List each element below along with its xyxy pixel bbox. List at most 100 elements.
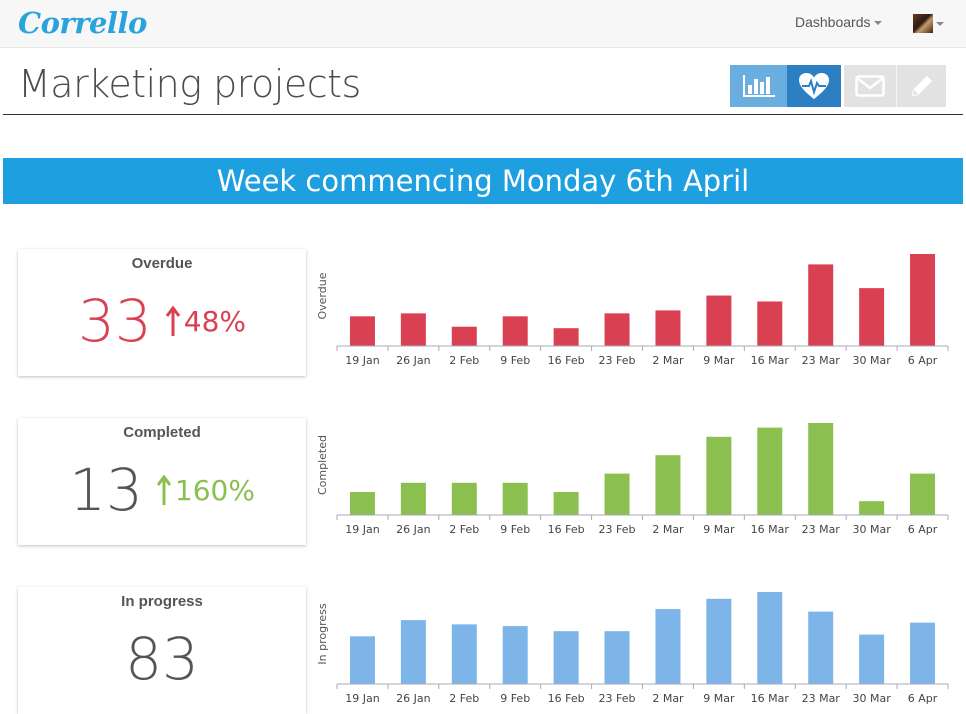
metric-change: 48% [183, 304, 247, 338]
pencil-icon [910, 76, 932, 97]
x-tick-label: 2 Mar [652, 354, 684, 367]
bar [808, 611, 834, 684]
x-tick-label: 2 Feb [449, 354, 479, 367]
bar [502, 482, 528, 515]
metric-title: Completed [123, 424, 201, 441]
x-tick-label: 2 Mar [652, 692, 684, 705]
metric-change: 160% [174, 473, 255, 507]
x-tick-label: 2 Mar [652, 523, 684, 536]
metric-title: Overdue [131, 255, 193, 272]
bar [604, 631, 630, 684]
envelope-icon [855, 75, 885, 97]
user-menu[interactable] [913, 13, 944, 33]
x-tick-label: 9 Mar [703, 692, 735, 705]
x-tick-label: 16 Mar [751, 354, 790, 367]
x-tick-label: 23 Feb [599, 523, 636, 536]
avatar [913, 14, 933, 33]
x-tick-label: 19 Jan [345, 354, 379, 367]
bar [757, 592, 783, 684]
x-tick-label: 16 Mar [751, 523, 790, 536]
x-tick-label: 16 Mar [751, 692, 790, 705]
x-tick-label: 9 Mar [703, 354, 735, 367]
dashboards-dropdown[interactable]: Dashboards [795, 14, 882, 30]
x-tick-label: 16 Feb [548, 523, 585, 536]
x-tick-label: 26 Jan [396, 692, 430, 705]
arrow-up-icon [165, 306, 180, 336]
bar [553, 492, 579, 515]
x-tick-label: 19 Jan [345, 523, 379, 536]
bar [706, 598, 732, 684]
bar [400, 620, 426, 684]
bar [910, 622, 936, 684]
x-tick-label: 23 Mar [802, 354, 841, 367]
bar [757, 427, 783, 515]
bar [349, 492, 375, 515]
bar [655, 609, 681, 684]
x-tick-label: 30 Mar [853, 523, 892, 536]
bar [706, 436, 732, 515]
chevron-down-icon [873, 21, 882, 26]
bar [451, 624, 477, 684]
view-toolbar [730, 65, 946, 107]
bar [451, 326, 477, 346]
y-axis-label: Completed [316, 435, 329, 495]
metric-card-in-progress: In progress 83 [18, 587, 306, 714]
x-tick-label: 23 Feb [599, 692, 636, 705]
bar [859, 634, 885, 684]
x-tick-label: 16 Feb [548, 692, 585, 705]
bar [553, 328, 579, 346]
bar [757, 301, 783, 346]
x-tick-label: 6 Apr [908, 354, 938, 367]
metric-value-row: 33 48% [18, 287, 306, 355]
app-logo[interactable]: Corrello [18, 6, 147, 40]
in-progress-bar-chart: In progress 19 Jan 26 Jan 2 Feb 9 Feb 16 Feb 2… [316, 592, 949, 705]
x-tick-label: 23 Mar [802, 523, 841, 536]
chart-view-button[interactable] [730, 65, 787, 107]
bar [349, 636, 375, 684]
bar [655, 310, 681, 346]
bar [859, 501, 885, 515]
bar [502, 316, 528, 346]
x-tick-label: 23 Mar [802, 692, 841, 705]
metric-value-row: 83 [18, 625, 306, 693]
x-tick-label: 9 Feb [500, 523, 530, 536]
x-tick-label: 26 Jan [396, 354, 430, 367]
y-axis-label: Overdue [316, 272, 329, 319]
bar [400, 482, 426, 515]
bar [706, 295, 732, 346]
email-button[interactable] [844, 65, 897, 107]
x-tick-label: 30 Mar [853, 354, 892, 367]
bar [349, 316, 375, 346]
x-tick-label: 6 Apr [908, 692, 938, 705]
metric-value: 83 [125, 625, 199, 693]
x-tick-label: 16 Feb [548, 354, 585, 367]
dashboards-label: Dashboards [795, 14, 871, 30]
bar [400, 313, 426, 346]
heartbeat-icon [799, 73, 829, 99]
x-tick-label: 26 Jan [396, 523, 430, 536]
bar [502, 626, 528, 684]
x-tick-label: 9 Feb [500, 354, 530, 367]
page-title: Marketing projects [18, 62, 361, 106]
health-view-button[interactable] [787, 65, 841, 107]
top-navbar: Corrello Dashboards [0, 0, 966, 48]
arrow-up-icon [156, 475, 171, 505]
metric-card-completed: Completed 13 160% [18, 418, 306, 545]
bar [910, 473, 936, 515]
completed-bar-chart: Completed 19 Jan 26 Jan 2 Feb 9 Feb 16 Feb 23 … [316, 423, 949, 536]
metric-card-overdue: Overdue 33 48% [18, 249, 306, 376]
bar [553, 631, 579, 684]
bar [808, 264, 834, 346]
bar [655, 455, 681, 515]
bar [451, 482, 477, 515]
metric-title: In progress [121, 593, 203, 610]
metric-value: 13 [69, 456, 143, 524]
x-tick-label: 6 Apr [908, 523, 938, 536]
edit-button[interactable] [897, 65, 946, 107]
x-tick-label: 30 Mar [853, 692, 892, 705]
week-banner: Week commencing Monday 6th April [3, 158, 963, 204]
bar-chart-icon [742, 75, 775, 97]
metric-value-row: 13 160% [18, 456, 306, 524]
x-tick-label: 9 Mar [703, 523, 735, 536]
x-tick-label: 19 Jan [345, 692, 379, 705]
